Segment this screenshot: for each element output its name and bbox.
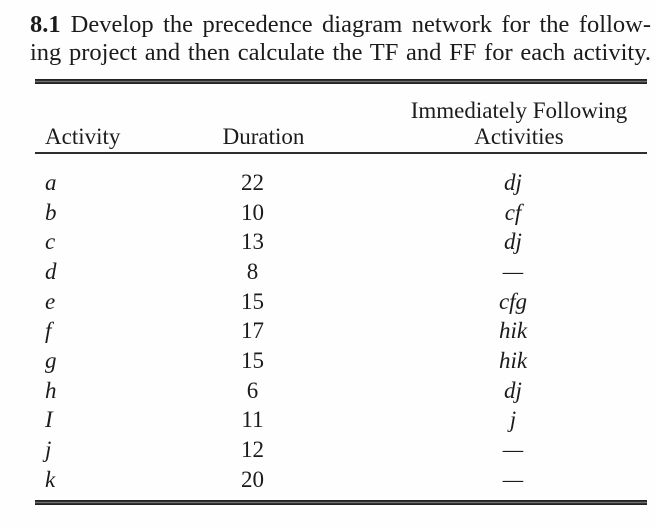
duration-cell: 10 [241,199,264,225]
activity-cell: j [45,437,52,463]
following-cell: cfg [498,288,528,314]
column-header-duration: Duration [222,124,305,149]
column-header-following: Immediately Following Activities [335,98,647,150]
table-row: I 11 j [35,406,647,436]
activity-cell: I [45,407,53,433]
problem-statement: 8.1 Develop the precedence diagram networ… [30,11,651,66]
duration-cell: 15 [241,347,264,373]
activity-cell: a [45,169,57,195]
problem-text-line-1: Develop the precedence diagram network f… [70,11,651,38]
activity-table: Activity Duration Immediately Following … [35,79,647,505]
duration-cell: 12 [241,437,264,463]
following-cell: hik [498,347,528,373]
duration-cell: 8 [246,258,259,284]
table-mid-rule [35,152,647,154]
table-body: a 22 dj b 10 cf c 13 dj d 8 — e 15 cfg f… [35,154,647,500]
table-row: d 8 — [35,257,647,287]
activity-cell: k [45,466,56,492]
problem-number: 8.1 [30,11,61,38]
following-cell: dj [504,229,522,255]
duration-cell: 17 [241,318,264,344]
following-cell: — [502,437,524,463]
activity-cell: f [45,318,52,344]
table-row: k 20 — [35,465,647,495]
activity-cell: b [45,199,57,225]
problem-line-1: 8.1 Develop the precedence diagram networ… [30,11,651,39]
duration-cell: 13 [241,229,264,255]
column-header-activity: Activity [45,124,121,149]
table-row: f 17 hik [35,316,647,346]
activity-cell: c [45,229,56,255]
activity-cell: e [45,288,56,314]
table-row: h 6 dj [35,376,647,406]
following-cell: dj [504,377,522,403]
duration-cell: 20 [241,466,264,492]
following-cell: — [502,466,524,492]
table-row: b 10 cf [35,198,647,228]
duration-cell: 22 [241,169,264,195]
following-cell: j [509,407,517,433]
table-bottom-rule [35,499,647,505]
table-row: a 22 dj [35,168,647,198]
duration-cell: 11 [241,407,264,433]
following-cell: dj [504,169,522,195]
column-header-following-line-2: Activities [474,124,564,149]
table-header-row: Activity Duration Immediately Following … [35,84,647,152]
activity-cell: h [45,377,57,403]
table-row: j 12 — [35,435,647,465]
table-row: c 13 dj [35,227,647,257]
column-header-following-line-1: Immediately Following [410,98,628,123]
following-cell: hik [498,318,528,344]
table-row: g 15 hik [35,346,647,376]
activity-cell: g [45,347,57,373]
table-row: e 15 cfg [35,287,647,317]
following-cell: — [502,258,524,284]
duration-cell: 6 [246,377,259,403]
following-cell: cf [504,199,522,225]
activity-cell: d [45,258,57,284]
table-top-rule [35,79,647,84]
problem-line-2: ing project and then calculate the TF an… [30,38,651,66]
duration-cell: 15 [241,288,264,314]
